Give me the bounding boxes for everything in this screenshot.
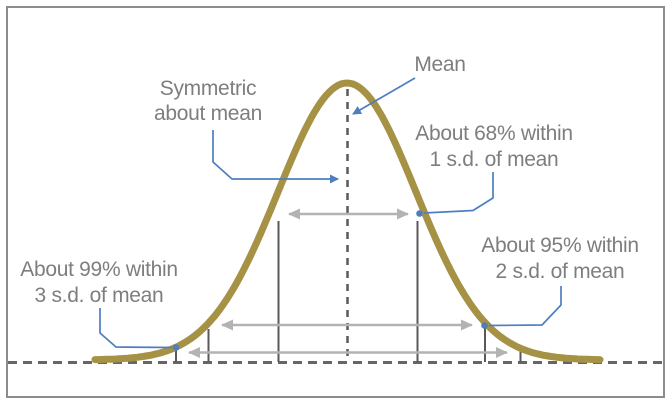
sd1-callout-dot — [416, 210, 423, 217]
sd3-callout-dot — [172, 344, 180, 351]
symmetric-label-line1: Symmetric — [160, 77, 256, 100]
sd3-label-line1: About 99% within — [20, 258, 177, 281]
mean-callout-arrow — [352, 77, 416, 115]
sd1-label-line2: 1 s.d. of mean — [430, 148, 559, 171]
symmetric-callout-arrow — [212, 130, 339, 184]
sd1-label-line1: About 68% within — [415, 122, 572, 145]
diagram-frame — [6, 6, 665, 398]
sd2-callout-line — [488, 286, 562, 327]
symmetric-label-line2: about mean — [154, 102, 262, 125]
sd2-label-line1: About 95% within — [481, 234, 638, 257]
sd3-label-line2: 3 s.d. of mean — [35, 284, 164, 307]
sd1-callout-line — [423, 172, 494, 214]
mean-label: Mean — [414, 53, 465, 76]
sd2-label-line2: 2 s.d. of mean — [496, 260, 625, 283]
sd3-callout-line — [99, 308, 173, 349]
bell-curve — [91, 79, 604, 364]
sd2-callout-dot — [481, 322, 488, 329]
